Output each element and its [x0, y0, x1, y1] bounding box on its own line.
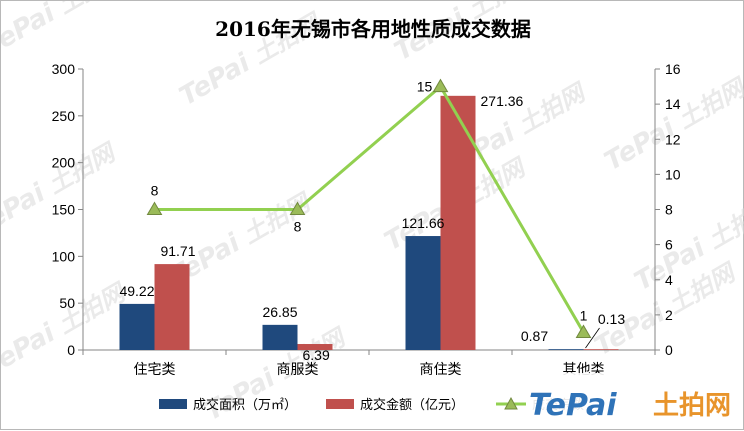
bar-data-label: 271.36 — [481, 93, 524, 109]
watermark-brand: TePai — [175, 48, 257, 112]
watermark-cn: 土拍网 — [513, 77, 593, 139]
line-data-label: 1 — [580, 307, 588, 323]
bar-data-label: 0.87 — [521, 328, 548, 344]
bar-data-label: 91.71 — [160, 243, 195, 259]
y-right-tick-label: 16 — [665, 61, 681, 77]
logo-cn: 土拍网 — [653, 391, 731, 421]
y-left-tick-label: 100 — [52, 248, 76, 264]
legend-swatch — [326, 399, 354, 409]
bar-data-label: 49.22 — [119, 283, 154, 299]
legend-label: 成交金额（亿元） — [360, 397, 464, 413]
watermark-cn: 土拍网 — [703, 192, 744, 254]
bar-data-label: 6.39 — [303, 347, 330, 363]
y-left-tick-label: 0 — [67, 342, 75, 358]
bar — [441, 96, 476, 350]
y-left-tick-label: 200 — [52, 155, 76, 171]
legend-swatch — [159, 399, 187, 409]
x-category-label: 住宅类 — [134, 362, 176, 378]
legend-item: 成交面积（万㎡） — [159, 397, 297, 413]
y-right-tick-label: 10 — [665, 166, 681, 182]
y-left-tick-label: 50 — [59, 295, 75, 311]
x-category-label: 商服类 — [277, 362, 319, 378]
bar — [155, 264, 190, 350]
watermark-brand: TePai — [1, 318, 61, 382]
x-category-label: 商住类 — [420, 362, 462, 378]
watermark-brand: TePai — [1, 1, 61, 62]
y-right-tick-label: 14 — [665, 96, 681, 112]
watermark-brand: TePai — [1, 178, 51, 242]
watermark-brand: TePai — [590, 298, 672, 362]
bar — [549, 349, 584, 350]
legend-item: 成交金额（亿元） — [326, 397, 464, 413]
bar — [263, 325, 298, 350]
watermark-brand: TePai — [200, 363, 282, 427]
chart-title: 2016年无锡市各用地性质成交数据 — [215, 17, 531, 41]
brand-logo: TePai 土拍网 — [529, 373, 741, 425]
line-marker — [434, 80, 448, 92]
y-left-tick-label: 150 — [52, 202, 76, 218]
watermark-cn: 土拍网 — [673, 72, 744, 134]
y-right-tick-label: 4 — [665, 272, 673, 288]
watermark-cn: 土拍网 — [53, 1, 133, 19]
bar — [406, 236, 441, 350]
y-right-tick-label: 6 — [665, 237, 673, 253]
line-data-label: 8 — [294, 219, 302, 235]
logo-brand: TePai — [529, 388, 617, 423]
y-right-tick-label: 8 — [665, 202, 673, 218]
line-data-label: 15 — [417, 79, 433, 95]
bars — [120, 96, 619, 350]
bar-data-label: 0.13 — [598, 311, 625, 327]
y-right-tick-label: 0 — [665, 342, 673, 358]
y-left-tick-label: 300 — [52, 61, 76, 77]
y-right-tick-label: 2 — [665, 307, 673, 323]
line-marker — [577, 325, 591, 337]
bar — [120, 304, 155, 350]
watermark-cn: 土拍网 — [238, 187, 318, 249]
y-right-tick-label: 12 — [665, 131, 681, 147]
bar — [584, 349, 619, 350]
bar-data-label: 121.66 — [402, 215, 445, 231]
bar-data-label: 26.85 — [262, 304, 297, 320]
legend-label: 成交面积（万㎡） — [193, 397, 297, 413]
legend: 成交面积（万㎡）成交金额（亿元）成交宗数 — [159, 397, 584, 413]
y-left-tick-label: 250 — [52, 108, 76, 124]
line-data-label: 8 — [151, 183, 159, 199]
